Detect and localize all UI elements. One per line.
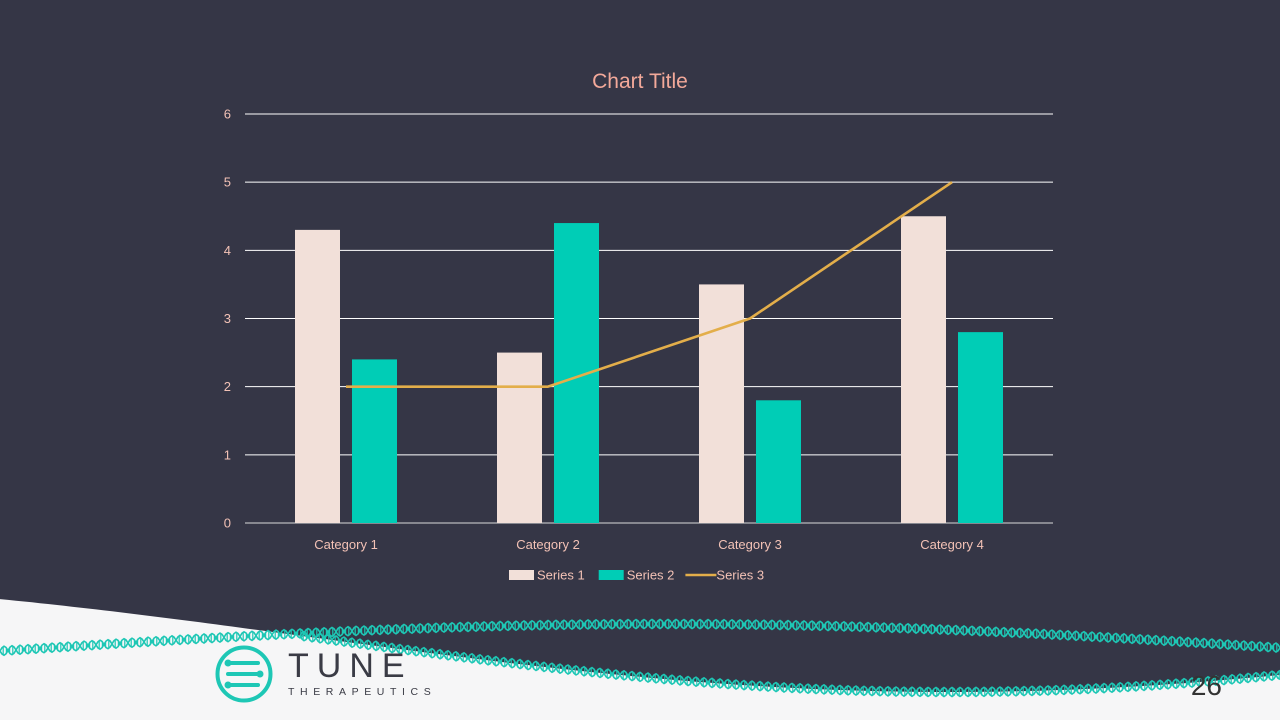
- legend-label: Series 1: [537, 568, 585, 583]
- legend-swatch: [509, 570, 534, 580]
- bar-series-1: [295, 229, 340, 523]
- logo-text: TUNE THERAPEUTICS: [288, 649, 436, 699]
- legend: Series 1 Series 2 Series 3: [509, 568, 764, 583]
- x-tick-label: Category 4: [920, 537, 984, 552]
- x-tick-label: Category 2: [516, 537, 580, 552]
- footer-background: [0, 580, 1280, 720]
- y-tick-label: 0: [224, 516, 231, 531]
- page-number: 26: [1190, 670, 1222, 701]
- bar-series-2: [352, 359, 397, 523]
- y-tick-label: 5: [224, 175, 231, 190]
- dna-strand-icon: [299, 630, 1280, 698]
- company-logo: TUNE THERAPEUTICS: [214, 644, 436, 704]
- dna-strand-icon: [0, 618, 1280, 657]
- y-tick-label: 4: [224, 243, 231, 258]
- y-tick-label: 1: [224, 447, 231, 462]
- chart-title: Chart Title: [592, 70, 688, 93]
- legend-label: Series 3: [716, 568, 764, 583]
- y-tick-label: 2: [224, 379, 231, 394]
- bar-series-2: [756, 400, 801, 523]
- bar-series-1: [497, 352, 542, 523]
- legend-swatch: [598, 570, 624, 580]
- bar-series-2: [958, 332, 1003, 523]
- line-series-3: [346, 181, 953, 388]
- bar-series-1: [699, 284, 744, 523]
- y-tick-label: 6: [224, 107, 231, 122]
- x-tick-label: Category 1: [314, 537, 378, 552]
- x-tick-label: Category 3: [718, 537, 782, 552]
- legend-label: Series 2: [627, 568, 675, 583]
- footer-wave: [0, 580, 1280, 720]
- chart: Chart Title 0 1 2 3 4 5 6 Category 1 Category 2 C…: [224, 70, 1053, 583]
- line-series: [346, 181, 953, 388]
- logo-mark-icon: [215, 645, 273, 703]
- logo-subtitle: THERAPEUTICS: [288, 686, 437, 698]
- bar-series-1: [901, 216, 946, 523]
- logo-word: TUNE: [288, 647, 413, 685]
- y-tick-label: 3: [224, 311, 231, 326]
- axis-labels: 0 1 2 3 4 5 6 Category 1 Category 2 Category 3 Cat…: [224, 107, 984, 553]
- bars: [295, 216, 1003, 524]
